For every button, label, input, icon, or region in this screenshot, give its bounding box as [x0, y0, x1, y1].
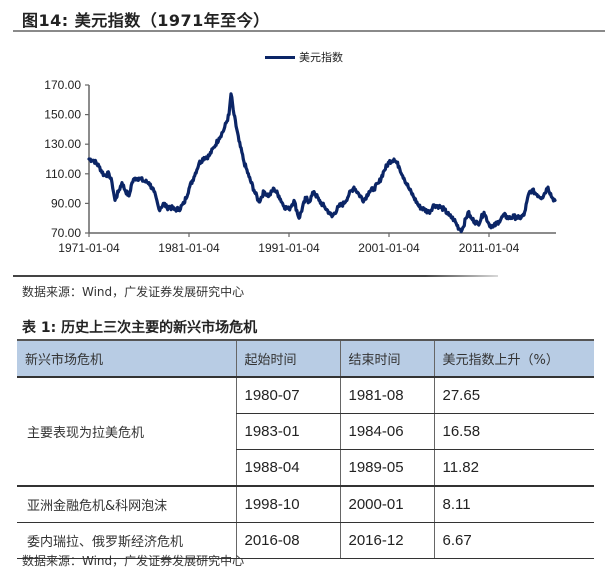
header-start: 起始时间 — [235, 339, 340, 378]
start-date: 1998-10 — [235, 486, 340, 523]
table-source: 数据来源：Wind，广发证券发展研究中心 — [22, 554, 245, 568]
x-tick-label: 1981-01-04 — [158, 241, 220, 255]
end-date: 2000-01 — [339, 486, 434, 523]
figure-title-text: 美元指数（1971年至今） — [74, 11, 270, 30]
y-tick-label: 110.00 — [45, 167, 81, 181]
header-end: 结束时间 — [339, 339, 434, 378]
y-tick-label: 130.00 — [44, 137, 81, 151]
end-date: 1984-06 — [339, 413, 434, 450]
crisis-name: 主要表现为拉美危机 — [17, 377, 236, 487]
source-divider — [13, 275, 498, 277]
header-rise: 美元指数上升（%） — [433, 339, 594, 378]
title-divider — [13, 30, 605, 32]
table-row: 1983-01 1984-06 16.58 — [17, 413, 594, 450]
rise-value: 8.11 — [433, 486, 594, 523]
x-tick-label: 2001-01-04 — [358, 241, 420, 255]
start-date: 2016-08 — [235, 522, 340, 559]
x-tick-label: 2011-01-04 — [459, 241, 520, 255]
table-title: 表 1: 历史上三次主要的新兴市场危机 — [22, 317, 257, 337]
table-header-row: 新兴市场危机 起始时间 结束时间 美元指数上升（%） — [17, 339, 594, 378]
legend-label: 美元指数 — [299, 51, 343, 64]
rise-value: 16.58 — [433, 413, 594, 450]
legend-swatch — [265, 55, 295, 59]
y-tick-label: 70.00 — [51, 226, 81, 240]
table-row: 委内瑞拉、俄罗斯经济危机 2016-08 2016-12 6.67 — [17, 522, 594, 559]
crisis-name: 亚洲金融危机&科网泡沫 — [17, 486, 236, 523]
figure-title: 图14: 美元指数（1971年至今） — [22, 7, 270, 31]
crisis-table: 新兴市场危机 起始时间 结束时间 美元指数上升（%） 主要表现为拉美危机 198… — [17, 339, 594, 559]
rise-value: 27.65 — [433, 377, 594, 414]
table-label: 表 1: — [22, 320, 57, 336]
figure-label: 图14: — [22, 11, 69, 30]
y-tick-label: 170.00 — [44, 78, 81, 92]
end-date: 1989-05 — [339, 449, 434, 487]
y-tick-label: 150.00 — [44, 108, 81, 122]
crisis-name: 委内瑞拉、俄罗斯经济危机 — [17, 522, 236, 559]
chart-legend: 美元指数 — [265, 49, 343, 65]
end-date: 2016-12 — [339, 522, 434, 559]
dollar-index-line — [87, 92, 557, 234]
y-tick-label: 90.00 — [51, 196, 81, 210]
table-row: 主要表现为拉美危机 1980-07 1981-08 27.65 — [17, 377, 594, 487]
end-date: 1981-08 — [339, 377, 434, 414]
x-tick-label: 1991-01-04 — [258, 241, 320, 255]
table-row: 1988-04 1989-05 11.82 — [17, 449, 594, 487]
rise-value: 11.82 — [433, 449, 594, 487]
y-axis: 70.00 90.00 110.00 130.00 150.00 170.00 — [44, 78, 90, 240]
start-date: 1988-04 — [235, 449, 340, 487]
line-chart: 70.00 90.00 110.00 130.00 150.00 170.00 1971-… — [44, 78, 557, 255]
chart-source: 数据来源：Wind，广发证券发展研究中心 — [22, 285, 245, 299]
table-row: 亚洲金融危机&科网泡沫 1998-10 2000-01 8.11 — [17, 486, 594, 523]
table-title-text: 历史上三次主要的新兴市场危机 — [61, 320, 258, 336]
start-date: 1980-07 — [235, 377, 340, 414]
header-crisis: 新兴市场危机 — [17, 339, 236, 378]
rise-value: 6.67 — [433, 522, 594, 559]
x-tick-label: 1971-01-04 — [58, 241, 120, 255]
start-date: 1983-01 — [235, 413, 340, 450]
x-axis: 1971-01-04 1981-01-04 1991-01-04 2001-01-04… — [58, 232, 556, 255]
